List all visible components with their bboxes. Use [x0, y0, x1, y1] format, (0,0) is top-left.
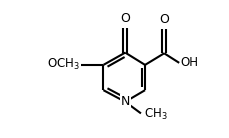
Text: OCH$_3$: OCH$_3$ — [46, 57, 79, 72]
Text: O: O — [158, 13, 168, 26]
Text: N: N — [120, 95, 129, 108]
Text: CH$_3$: CH$_3$ — [144, 107, 167, 122]
Text: OH: OH — [180, 56, 198, 69]
Text: O: O — [120, 12, 130, 25]
